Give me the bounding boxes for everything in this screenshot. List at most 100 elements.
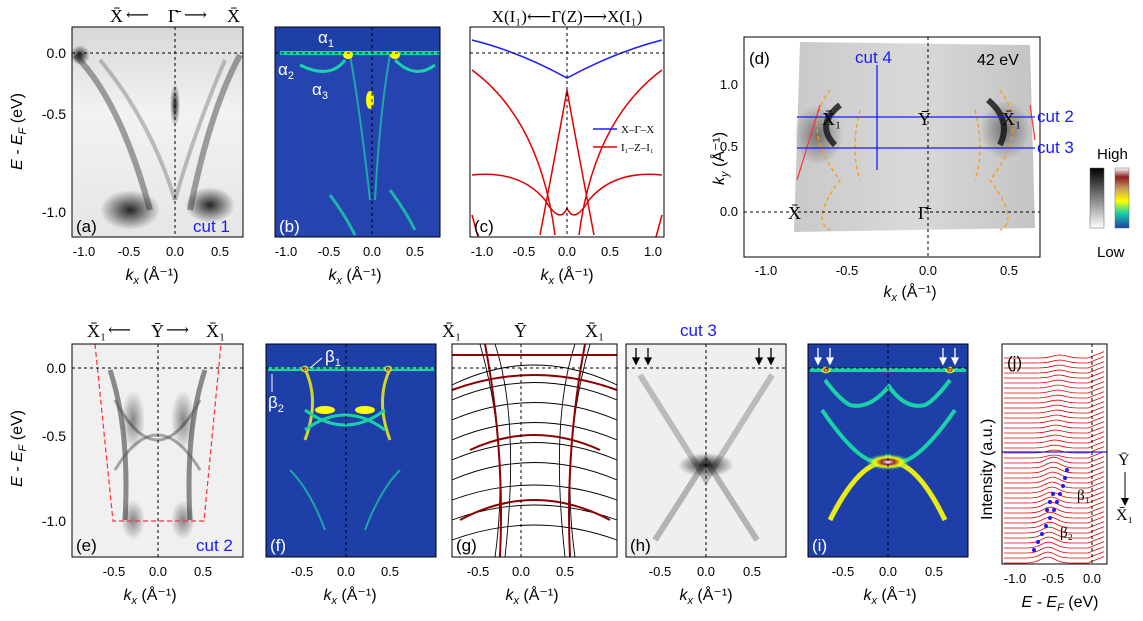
d-panel-label: (d) [749,49,770,68]
c-legend-2: I₁–Z–I₁ [621,142,654,154]
edc-curve [1004,451,1105,459]
edc-curve [1004,496,1105,504]
c-xtick: -0.5 [513,244,535,259]
edc-curve [1004,446,1105,454]
e-xtick: 0.0 [149,564,167,579]
edc-curve [1004,551,1105,559]
edc-curve [1004,546,1105,554]
g-left: X̄₁ [442,321,461,341]
a-x-axis: -1.0 -0.5 0.0 0.5 kx (Å⁻¹) [73,244,229,287]
f-panel-label: (f) [270,536,286,555]
c-xtick: 0.5 [601,244,619,259]
f-xlabel: kx (Å⁻¹) [323,585,376,607]
a-xtick: -1.0 [73,244,95,259]
edc-curve [1004,421,1105,429]
b-x-axis: -1.0 -0.5 0.0 0.5 kx (Å⁻¹) [275,244,424,287]
edc-curve [1004,371,1105,379]
edc-curve [1004,521,1105,529]
g-xlabel: kx (Å⁻¹) [505,585,558,607]
a-xtick: -0.5 [118,244,140,259]
g-right: X̄₁ [585,321,604,341]
e-ylabel: E - EF (eV) [9,410,29,487]
j-path-top: Ȳ [1118,452,1130,469]
edc-curve [1004,526,1105,534]
b-xtick: -0.5 [318,244,340,259]
panel-f [265,343,437,558]
b-xlabel: kx (Å⁻¹) [328,265,381,287]
i-x-axis: -0.5 0.0 0.5 kx (Å⁻¹) [832,564,943,607]
a-arrow-right: ⟶ [184,7,207,24]
edc-curve [1004,511,1105,519]
b-alpha1: α1 [318,28,334,50]
a-path-right: X̄ [227,6,240,26]
h-xtick: 0.5 [743,564,761,579]
edc-curve [1004,431,1105,439]
a-path-left: X̄ [110,6,123,26]
tick-0: 0.0 [47,45,67,61]
edc-curve [1004,406,1105,414]
edc-curve [1004,461,1105,469]
c-xtick: 0.0 [558,244,576,259]
d-X1-right: X̄₁ [1002,109,1021,129]
f-beta1: β1 [325,347,341,369]
d-energy: 42 eV [977,52,1019,69]
g-xtick: 0.5 [556,564,574,579]
edc-curve [1004,376,1105,384]
tick-neg10: -1.0 [42,204,66,220]
f-xtick: 0.0 [337,564,355,579]
d-ytick: 0.5 [720,139,738,154]
colorbar: High Low [1089,146,1130,261]
j-path-bottom: X̄₁ [1116,507,1133,524]
edc-curves [1004,351,1105,564]
i-xlabel: kx (Å⁻¹) [863,585,916,607]
i-xtick: 0.5 [925,564,943,579]
edc-curve [1004,516,1105,524]
edc-curve [1004,466,1105,474]
e-arrow-right: ⟶ [166,322,189,339]
j-beta2: β₂ [1060,525,1073,541]
e-xlabel: kx (Å⁻¹) [123,585,176,607]
edc-curve [1004,486,1105,494]
b-xtick: 0.5 [406,244,424,259]
edc-curve [1004,351,1105,359]
c-xtick: 1.0 [644,244,662,259]
f-xtick: -0.5 [291,564,313,579]
e-arrow-left: ⟵ [108,322,131,339]
h-x-axis: -0.5 0.0 0.5 kx (Å⁻¹) [649,564,761,607]
c-legend-1: X–Γ–X [621,124,654,136]
colorbar-low: Low [1097,244,1125,261]
c-panel-label: (c) [474,217,494,236]
d-Gamma: Γ̄ [918,203,931,223]
edc-curve [1004,456,1105,464]
colorbar-high: High [1097,146,1128,163]
edc-curve [1004,401,1105,409]
edc-curve [1004,441,1105,449]
a-panel-label: (a) [76,217,97,236]
panel-i [807,343,969,558]
edc-curve [1004,481,1105,489]
c-x-axis: -1.0 -0.5 0.0 0.5 1.0 kx (Å⁻¹) [471,244,662,287]
d-xlabel: kx (Å⁻¹) [883,282,936,304]
edc-curve [1004,531,1105,539]
h-xtick: 0.0 [697,564,715,579]
j-xtick: -1.0 [1004,571,1026,586]
tick-neg05: -0.5 [42,106,66,122]
h-xlabel: kx (Å⁻¹) [679,585,732,607]
e-ytick: 0.0 [47,360,67,376]
a-xlabel: kx (Å⁻¹) [125,265,178,287]
edc-curve [1004,361,1105,369]
d-y-axis: 1.0 0.5 0.0 ky (Å⁻¹) [709,77,738,219]
d-xtick: 0.5 [1000,263,1018,278]
d-xtick: -1.0 [755,263,777,278]
edc-curve [1004,541,1105,549]
f-beta2: β2 [268,393,284,415]
c-path: X(I₁)⟵Γ(Z)⟶X(I₁) [492,7,643,26]
d-X: X̄ [788,203,801,223]
a-y-axis: 0.0 -0.5 -1.0 E - EF (eV) [9,45,66,220]
edc-curve [1004,506,1105,514]
edc-curve [1004,416,1105,424]
panel-b [274,26,441,238]
edc-curve [1004,356,1105,364]
edc-curve [1004,381,1105,389]
